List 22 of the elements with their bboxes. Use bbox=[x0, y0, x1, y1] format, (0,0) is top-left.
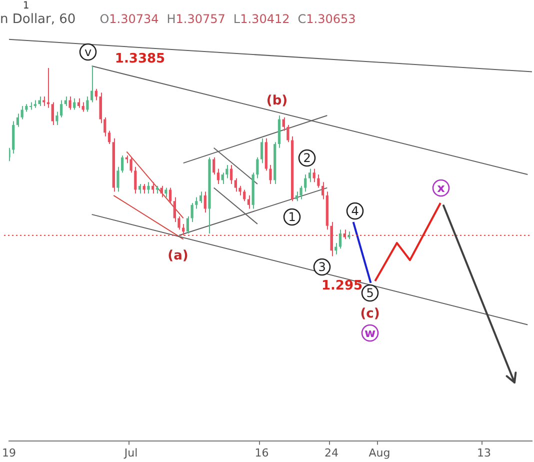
x-tick-label: 19 bbox=[2, 446, 16, 460]
text: w bbox=[364, 326, 376, 340]
annotation: (b) bbox=[266, 93, 288, 108]
chart-title: n Dollar, 60 bbox=[0, 12, 76, 27]
text: 3 bbox=[318, 260, 326, 274]
text: 1 bbox=[22, 0, 30, 12]
annotation: 1.3385 bbox=[114, 51, 166, 66]
x-tick-label: 24 bbox=[324, 446, 339, 460]
annotation: (a) bbox=[168, 248, 188, 264]
annotation: 4 bbox=[351, 204, 359, 218]
x-tick-label: 16 bbox=[254, 446, 269, 460]
text: (c) bbox=[360, 306, 380, 322]
x-tick-label: Jul bbox=[123, 446, 138, 460]
x-tick-label: Aug bbox=[368, 446, 390, 460]
text: 5 bbox=[366, 286, 374, 300]
annotation: 1 bbox=[288, 210, 296, 224]
chart-subtitle: O1.30734 H1.30757 L1.30412 C1.30653 bbox=[100, 12, 356, 26]
text: v bbox=[84, 45, 92, 60]
annotation: 2 bbox=[303, 151, 311, 166]
text: 1.295 bbox=[321, 278, 363, 294]
x-tick-label: 13 bbox=[477, 446, 492, 460]
annotation: x bbox=[437, 181, 446, 196]
